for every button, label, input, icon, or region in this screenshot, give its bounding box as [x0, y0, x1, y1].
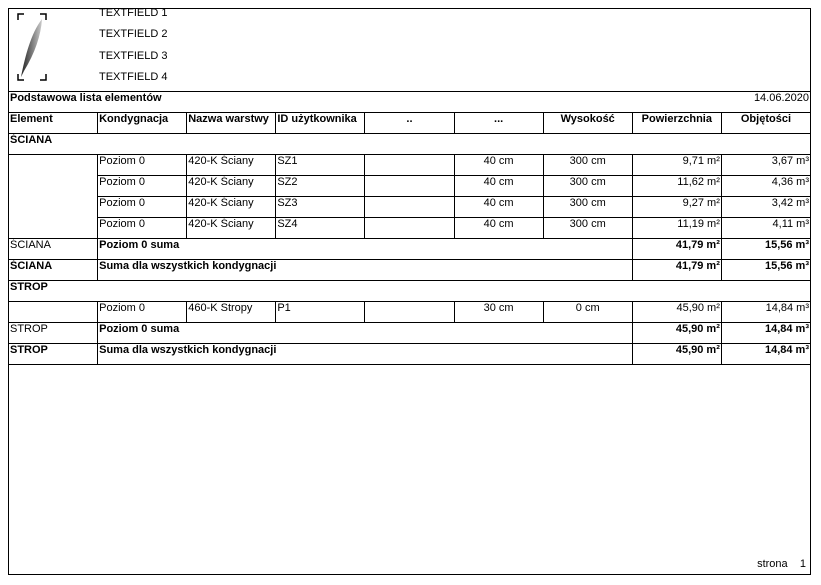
element-cell	[7, 301, 99, 323]
subtotal-row: ŚCIANA Poziom 0 suma 41,79 m² 15,56 m³	[7, 238, 812, 260]
summary-area: 45,90 m²	[631, 322, 722, 344]
table-row: Poziom 0 460-K Stropy P1 30 cm 0 cm 45,90 m² 1…	[7, 301, 812, 323]
table-cell: 3,42 m³	[720, 196, 812, 218]
group-row: STROP	[8, 280, 811, 302]
table-cell: SZ2	[275, 175, 366, 197]
table-cell	[364, 154, 455, 176]
report-page: TEXTFIELD 1 TEXTFIELD 2 TEXTFIELD 3 TEXT…	[7, 7, 812, 575]
table-row: Poziom 0 420-K Ściany SZ3 40 cm 300 cm 9,27 m…	[9, 196, 812, 218]
table-cell: 40 cm	[453, 175, 544, 197]
element-cell	[7, 154, 99, 239]
total-row: STROP Suma dla wszystkich kondygnacji 45,9…	[7, 343, 812, 365]
table-cell: SZ1	[275, 154, 366, 176]
table-cell: 420-K Ściany	[186, 196, 277, 218]
summary-label: Poziom 0 suma	[97, 322, 633, 344]
summary-volume: 15,56 m³	[720, 259, 812, 281]
table-row: Poziom 0 420-K Ściany SZ4 40 cm 300 cm 11,19 …	[9, 217, 812, 239]
summary-label: Suma dla wszystkich kondygnacji	[97, 343, 633, 365]
table-cell: 40 cm	[453, 196, 544, 218]
table-cell	[364, 175, 455, 197]
table-cell: 3,67 m³	[720, 154, 812, 176]
table-cell: 30 cm	[453, 301, 544, 323]
table-cell: Poziom 0	[97, 217, 188, 239]
table-cell: 460-K Stropy	[186, 301, 277, 323]
page-footer: strona 1	[757, 558, 806, 570]
table-cell: 40 cm	[453, 154, 544, 176]
table-cell: 11,19 m²	[631, 217, 722, 239]
feather-logo-icon	[17, 13, 47, 81]
table-cell: 14,84 m³	[720, 301, 812, 323]
summary-element: ŚCIANA	[7, 259, 99, 281]
table-cell: 300 cm	[542, 175, 633, 197]
group-name: STROP	[8, 280, 811, 302]
column-header: Powierzchnia	[631, 112, 722, 134]
summary-element: ŚCIANA	[7, 238, 99, 260]
table-cell: 300 cm	[542, 154, 633, 176]
table-cell: 45,90 m²	[631, 301, 722, 323]
table-cell: 420-K Ściany	[186, 217, 277, 239]
page-label: strona	[757, 558, 788, 570]
table-cell: 300 cm	[542, 196, 633, 218]
column-header: Nazwa warstwy	[186, 112, 277, 134]
table-cell	[364, 217, 455, 239]
table-cell	[364, 196, 455, 218]
table-row: Poziom 0 420-K Ściany SZ2 40 cm 300 cm 11,62 …	[9, 175, 812, 197]
column-header: ID użytkownika	[275, 112, 366, 134]
summary-volume: 14,84 m³	[720, 343, 812, 365]
table-cell: Poziom 0	[97, 196, 188, 218]
total-row: ŚCIANA Suma dla wszystkich kondygnacji 41,…	[7, 259, 812, 281]
summary-label: Poziom 0 suma	[97, 238, 633, 260]
table-cell: 300 cm	[542, 217, 633, 239]
report-date: 14.06.2020	[721, 91, 812, 113]
table-cell: Poziom 0	[97, 175, 188, 197]
group-row: ŚCIANA	[8, 133, 811, 155]
title-row: Podstawowa lista elementów 14.06.2020	[8, 91, 812, 113]
group-name: ŚCIANA	[8, 133, 811, 155]
table-cell: SZ4	[275, 217, 366, 239]
column-header: Wysokość	[542, 112, 633, 134]
table-cell: Poziom 0	[97, 154, 188, 176]
table-cell: 420-K Ściany	[186, 175, 277, 197]
summary-area: 45,90 m²	[631, 343, 722, 365]
summary-volume: 14,84 m³	[720, 322, 812, 344]
table-cell: 40 cm	[453, 217, 544, 239]
column-header: ..	[364, 112, 455, 134]
table-cell: 11,62 m²	[631, 175, 722, 197]
column-header: Kondygnacja	[97, 112, 188, 134]
page-number: 1	[799, 558, 806, 570]
summary-volume: 15,56 m³	[720, 238, 812, 260]
textfield-3: TEXTFIELD 3	[99, 50, 168, 62]
subtotal-row: STROP Poziom 0 suma 45,90 m² 14,84 m³	[7, 322, 812, 344]
table-cell: P1	[275, 301, 366, 323]
summary-element: STROP	[7, 322, 99, 344]
table-cell: 9,27 m²	[631, 196, 722, 218]
table-cell	[364, 301, 455, 323]
summary-area: 41,79 m²	[631, 238, 722, 260]
summary-element: STROP	[7, 343, 99, 365]
table-cell: Poziom 0	[97, 301, 188, 323]
table-cell: 4,11 m³	[720, 217, 812, 239]
table-cell: 420-K Ściany	[186, 154, 277, 176]
table-cell: 0 cm	[542, 301, 633, 323]
column-header: ...	[453, 112, 544, 134]
textfield-1: TEXTFIELD 1	[99, 7, 168, 19]
table-cell: 4,36 m³	[720, 175, 812, 197]
textfield-2: TEXTFIELD 2	[99, 28, 168, 40]
report-title: Podstawowa lista elementów	[8, 91, 722, 113]
table-row: Poziom 0 420-K Ściany SZ1 40 cm 300 cm 9,71 m…	[7, 154, 812, 239]
summary-area: 41,79 m²	[631, 259, 722, 281]
summary-label: Suma dla wszystkich kondygnacji	[97, 259, 633, 281]
column-header: Element	[7, 112, 99, 134]
elements-table: Podstawowa lista elementów 14.06.2020 El…	[7, 91, 812, 365]
header-row: Element Kondygnacja Nazwa warstwy ID użytko…	[7, 112, 812, 134]
table-cell: SZ3	[275, 196, 366, 218]
column-header: Objętości	[720, 112, 812, 134]
table-cell: 9,71 m²	[631, 154, 722, 176]
textfield-4: TEXTFIELD 4	[99, 71, 168, 83]
